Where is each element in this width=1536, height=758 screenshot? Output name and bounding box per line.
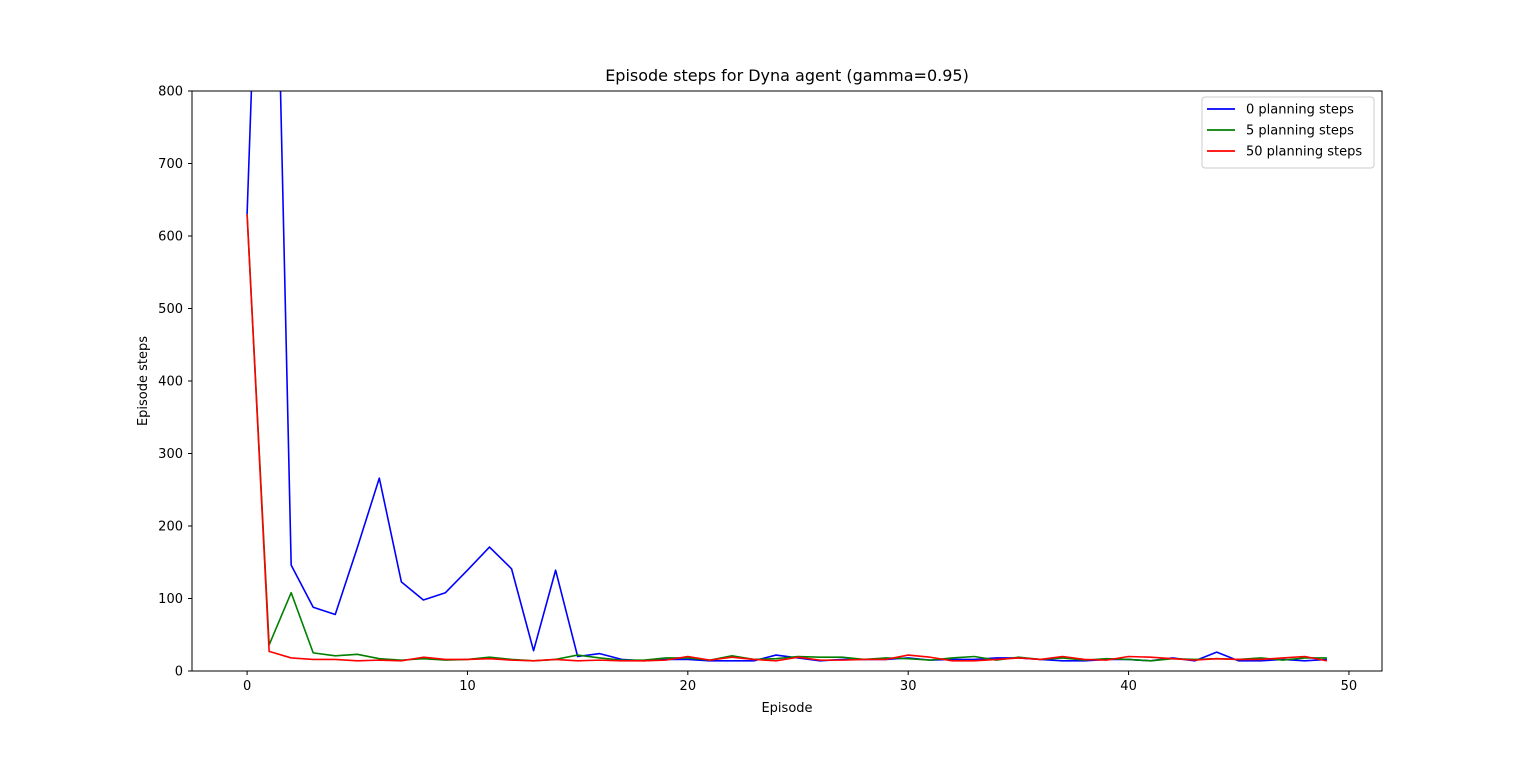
- x-tick-label: 20: [680, 679, 697, 694]
- y-tick-label: 400: [158, 375, 183, 390]
- y-tick-label: 300: [158, 447, 183, 462]
- y-tick-label: 800: [158, 85, 183, 100]
- legend-entry-label: 5 planning steps: [1246, 124, 1354, 139]
- y-tick-label: 500: [158, 302, 183, 317]
- legend-box: [1201, 96, 1375, 169]
- y-axis-label: Episode steps: [136, 336, 151, 426]
- y-tick-label: 100: [158, 592, 183, 607]
- series-line-2: [246, 214, 1328, 662]
- x-tick-label: 10: [459, 679, 476, 694]
- y-axis: 0 100 200 300 400 500 600 700 800: [158, 85, 192, 680]
- x-tick-label: 30: [900, 679, 917, 694]
- plot-frame: [191, 90, 1383, 672]
- series-group: [246, 91, 1328, 662]
- legend-entry-label: 0 planning steps: [1246, 103, 1354, 118]
- legend-entry-label: 50 planning steps: [1246, 145, 1362, 160]
- y-tick-label: 200: [158, 520, 183, 535]
- x-tick-label: 50: [1341, 679, 1358, 694]
- x-tick-label: 0: [243, 679, 251, 694]
- y-tick-label: 700: [158, 157, 183, 172]
- series-line-1: [246, 214, 1327, 662]
- chart-title: Episode steps for Dyna agent (gamma=0.95…: [605, 66, 969, 85]
- x-tick-label: 40: [1120, 679, 1137, 694]
- y-tick-label: 0: [175, 665, 183, 680]
- x-axis-label: Episode: [761, 701, 812, 716]
- x-axis: 0 10 20 30 40 50: [243, 671, 1357, 694]
- series-line-0: [246, 91, 1327, 662]
- y-tick-label: 600: [158, 230, 183, 245]
- legend: 0 planning steps 5 planning steps 50 plann…: [1201, 96, 1375, 169]
